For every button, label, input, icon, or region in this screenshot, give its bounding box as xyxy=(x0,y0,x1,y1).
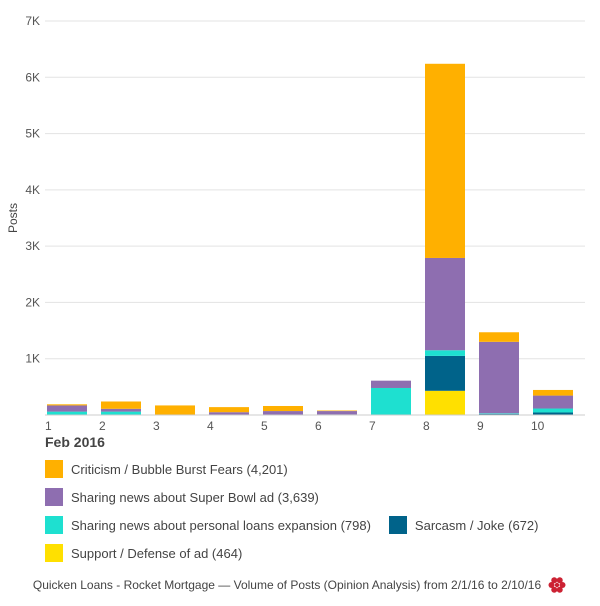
y-tick-label: 3K xyxy=(25,239,40,253)
legend-row: Criticism / Bubble Burst Fears (4,201) xyxy=(45,459,585,479)
legend-row: Sharing news about Super Bowl ad (3,639) xyxy=(45,487,585,507)
legend-item-personal-loans[interactable]: Sharing news about personal loans expans… xyxy=(45,516,371,534)
chart-caption: Quicken Loans - Rocket Mortgage — Volume… xyxy=(0,575,600,595)
x-tick-label: 2 xyxy=(99,419,106,433)
bar-segment[interactable] xyxy=(263,411,303,415)
legend-swatch xyxy=(45,488,63,506)
gridlines xyxy=(45,20,585,360)
bar-segment[interactable] xyxy=(101,408,141,412)
x-tick-label: 1 xyxy=(45,419,52,433)
x-axis-title: Feb 2016 xyxy=(45,434,105,450)
legend-item-support[interactable]: Support / Defense of ad (464) xyxy=(45,544,242,562)
bar-segment[interactable] xyxy=(317,410,357,412)
bar-segment[interactable] xyxy=(479,413,519,415)
legend-label: Sarcasm / Joke (672) xyxy=(414,517,539,533)
bar-segment[interactable] xyxy=(533,412,573,415)
legend-label: Sharing news about personal loans expans… xyxy=(71,517,371,533)
y-tick-label: 6K xyxy=(25,70,40,84)
legend-swatch xyxy=(45,460,63,478)
x-tick-label: 4 xyxy=(207,419,214,433)
bar-segment[interactable] xyxy=(425,63,465,258)
legend-label: Sharing news about Super Bowl ad (3,639) xyxy=(71,489,319,505)
bar-segment[interactable] xyxy=(101,401,141,409)
bar-segment[interactable] xyxy=(479,413,519,414)
legend-swatch xyxy=(45,516,63,534)
bar-segment[interactable] xyxy=(479,332,519,342)
x-tick-label: 8 xyxy=(423,419,430,433)
logo-petal xyxy=(556,577,563,584)
y-axis-title: Posts xyxy=(6,203,20,233)
legend-row: Sharing news about personal loans expans… xyxy=(45,515,585,535)
legend-swatch xyxy=(388,516,407,534)
x-tick-label: 9 xyxy=(477,419,484,433)
legend-item-super-bowl-ad[interactable]: Sharing news about Super Bowl ad (3,639) xyxy=(45,488,319,506)
x-tick-label: 6 xyxy=(315,419,322,433)
y-tick-label: 4K xyxy=(25,183,40,197)
bar-segment[interactable] xyxy=(47,405,87,412)
y-tick-label: 5K xyxy=(25,127,40,141)
legend-label: Criticism / Bubble Burst Fears (4,201) xyxy=(71,461,288,477)
bars xyxy=(47,63,573,416)
y-tick-label: 1K xyxy=(25,352,40,366)
x-axis-ticks: 1 2 3 4 5 6 7 8 9 10 xyxy=(45,419,545,433)
bar-segment[interactable] xyxy=(479,341,519,414)
logo-petal xyxy=(556,586,563,593)
flower-logo-icon xyxy=(548,577,566,593)
bar-segment[interactable] xyxy=(209,407,249,413)
logo-petal xyxy=(559,582,566,588)
bar-segment[interactable] xyxy=(533,408,573,413)
bar-segment[interactable] xyxy=(155,405,195,415)
y-axis-ticks: 1K 2K 3K 4K 5K 6K 7K xyxy=(25,14,40,366)
bar-segment[interactable] xyxy=(47,404,87,406)
legend-swatch xyxy=(45,544,63,562)
x-tick-label: 3 xyxy=(153,419,160,433)
bar-segment[interactable] xyxy=(533,389,573,396)
bar-segment[interactable] xyxy=(371,380,411,388)
bar-segment[interactable] xyxy=(371,387,411,415)
bar-segment[interactable] xyxy=(263,405,303,412)
bar-segment[interactable] xyxy=(533,395,573,409)
legend-row: Support / Defense of ad (464) xyxy=(45,543,585,563)
logo-petal xyxy=(551,586,558,593)
chart-plot: 1K 2K 3K 4K 5K 6K 7K 1 2 3 4 5 6 7 8 9 10 Posts Feb 201… xyxy=(6,14,585,450)
bar-segment[interactable] xyxy=(425,257,465,351)
logo-center xyxy=(554,582,560,588)
bar-segment[interactable] xyxy=(317,411,357,415)
y-tick-label: 7K xyxy=(25,14,40,28)
bar-segment[interactable] xyxy=(425,390,465,415)
caption-text: Quicken Loans - Rocket Mortgage — Volume… xyxy=(32,578,542,592)
bar-segment[interactable] xyxy=(425,350,465,356)
bar-segment[interactable] xyxy=(101,411,141,415)
bar-segment[interactable] xyxy=(425,355,465,391)
legend-item-sarcasm[interactable]: Sarcasm / Joke (672) xyxy=(388,516,539,534)
legend-label: Support / Defense of ad (464) xyxy=(71,545,243,561)
legend-item-criticism[interactable]: Criticism / Bubble Burst Fears (4,201) xyxy=(45,460,288,478)
bar-segment[interactable] xyxy=(47,411,87,415)
y-tick-label: 2K xyxy=(25,295,40,309)
x-tick-label: 5 xyxy=(261,419,268,433)
x-tick-label: 10 xyxy=(531,419,545,433)
x-tick-label: 7 xyxy=(369,419,376,433)
logo-petal xyxy=(548,582,555,588)
legend: Criticism / Bubble Burst Fears (4,201) S… xyxy=(45,459,585,571)
logo-petal xyxy=(551,577,558,584)
bar-segment[interactable] xyxy=(209,412,249,415)
